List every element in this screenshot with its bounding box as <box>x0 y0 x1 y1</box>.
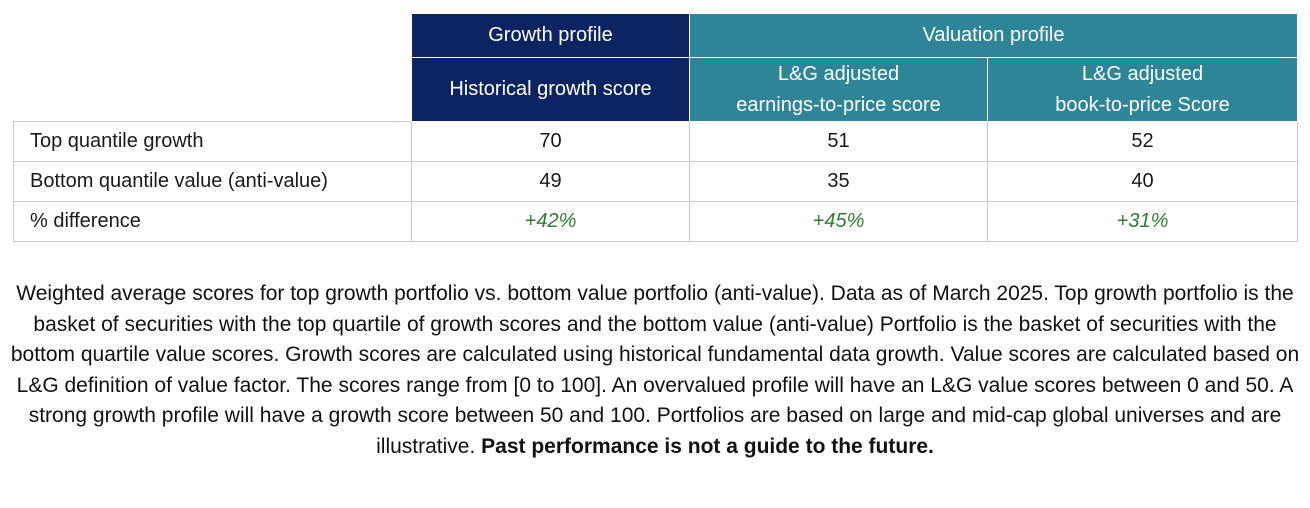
header-blank-cell <box>13 57 412 122</box>
earnings-to-price-header-line1: L&G adjusted <box>777 62 900 85</box>
table-row: Bottom quantile value (anti-value) 49 35… <box>13 161 1298 202</box>
row-label: % difference <box>13 201 412 242</box>
ep-pct-diff-cell: +45% <box>689 201 988 242</box>
book-to-price-header-line2: book-to-price Score <box>1055 93 1230 116</box>
historical-growth-score-header: Historical growth score <box>411 57 690 122</box>
header-blank-cell <box>13 13 412 58</box>
bp-score-cell: 52 <box>987 121 1298 162</box>
book-to-price-header-line1: L&G adjusted <box>1081 62 1204 85</box>
earnings-to-price-header: L&G adjusted earnings-to-price score <box>689 57 988 122</box>
book-to-price-header: L&G adjusted book-to-price Score <box>987 57 1298 122</box>
growth-pct-diff-cell: +42% <box>411 201 690 242</box>
group-header-row: Growth profile Valuation profile <box>13 13 1298 58</box>
row-label: Top quantile growth <box>13 121 412 162</box>
footnote-text: Weighted average scores for top growth p… <box>10 282 1300 458</box>
table-row: Top quantile growth 70 51 52 <box>13 121 1298 162</box>
scores-table: Growth profile Valuation profile Histori… <box>13 13 1298 242</box>
footnote-disclaimer: Past performance is not a guide to the f… <box>481 434 934 458</box>
ep-score-cell: 51 <box>689 121 988 162</box>
ep-score-cell: 35 <box>689 161 988 202</box>
column-header-row: Historical growth score L&G adjusted ear… <box>13 57 1298 122</box>
growth-score-cell: 70 <box>411 121 690 162</box>
growth-profile-header: Growth profile <box>411 13 690 58</box>
earnings-to-price-header-line2: earnings-to-price score <box>736 93 941 116</box>
valuation-profile-header: Valuation profile <box>689 13 1298 58</box>
table-row: % difference +42% +45% +31% <box>13 201 1298 242</box>
bp-pct-diff-cell: +31% <box>987 201 1298 242</box>
row-label: Bottom quantile value (anti-value) <box>13 161 412 202</box>
bp-score-cell: 40 <box>987 161 1298 202</box>
growth-score-cell: 49 <box>411 161 690 202</box>
footnote-caption: Weighted average scores for top growth p… <box>10 279 1300 462</box>
